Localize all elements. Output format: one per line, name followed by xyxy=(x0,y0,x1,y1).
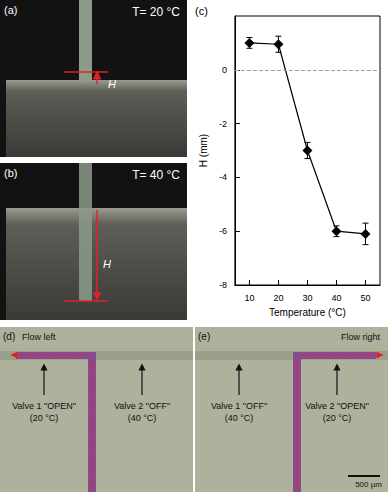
svg-text:Flow left: Flow left xyxy=(22,332,56,342)
svg-text:H (mm): H (mm) xyxy=(198,134,209,167)
svg-text:-8: -8 xyxy=(219,280,227,290)
svg-text:T= 40 °C: T= 40 °C xyxy=(132,168,180,182)
svg-text:Valve 2 "OFF": Valve 2 "OFF" xyxy=(114,401,170,411)
svg-text:(e): (e) xyxy=(198,331,210,342)
svg-text:40: 40 xyxy=(331,293,341,303)
svg-text:Flow right: Flow right xyxy=(341,332,381,342)
svg-text:10: 10 xyxy=(244,293,254,303)
svg-text:-6: -6 xyxy=(219,226,227,236)
svg-text:(20 °C): (20 °C) xyxy=(323,413,352,423)
svg-text:50: 50 xyxy=(360,293,370,303)
svg-text:(40 °C): (40 °C) xyxy=(128,413,157,423)
svg-text:H: H xyxy=(103,258,111,270)
svg-text:(40 °C): (40 °C) xyxy=(225,413,254,423)
svg-text:(b): (b) xyxy=(4,167,17,179)
svg-text:-4: -4 xyxy=(219,172,227,182)
svg-text:20: 20 xyxy=(273,293,283,303)
svg-text:0: 0 xyxy=(222,65,227,75)
svg-text:Valve 1 "OPEN": Valve 1 "OPEN" xyxy=(12,401,76,411)
svg-text:(a): (a) xyxy=(4,4,17,16)
svg-text:Valve 1 "OFF": Valve 1 "OFF" xyxy=(211,401,267,411)
svg-text:500 µm: 500 µm xyxy=(355,480,382,489)
svg-text:Valve 2 "OPEN": Valve 2 "OPEN" xyxy=(305,401,369,411)
svg-text:T= 20 °C: T= 20 °C xyxy=(132,5,180,19)
svg-text:H: H xyxy=(108,78,116,90)
svg-text:(c): (c) xyxy=(195,5,208,17)
svg-text:-2: -2 xyxy=(219,119,227,129)
svg-text:Temperature (°C): Temperature (°C) xyxy=(269,307,346,318)
svg-text:30: 30 xyxy=(302,293,312,303)
svg-text:(d): (d) xyxy=(3,331,15,342)
svg-text:(20 °C): (20 °C) xyxy=(30,413,59,423)
